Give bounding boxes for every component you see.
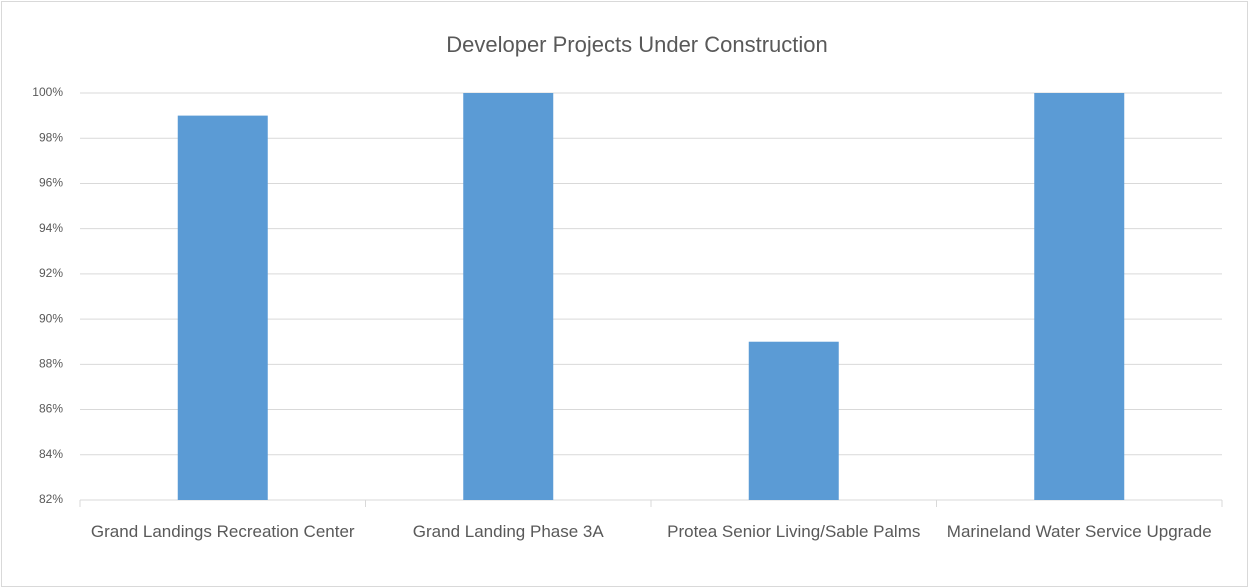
- y-tick-label: 94%: [39, 221, 63, 235]
- bar: [463, 93, 554, 500]
- y-tick-label: 98%: [39, 130, 63, 144]
- bar: [748, 341, 839, 500]
- y-tick-label: 82%: [39, 492, 63, 506]
- y-tick-label: 90%: [39, 311, 63, 325]
- x-tick-label: Grand Landings Recreation Center: [90, 522, 355, 541]
- x-tick-label: Grand Landing Phase 3A: [412, 522, 604, 541]
- y-tick-label: 88%: [39, 357, 63, 371]
- y-tick-label: 92%: [39, 266, 63, 280]
- y-tick-label: 86%: [39, 402, 63, 416]
- x-tick-label: Marineland Water Service Upgrade: [946, 522, 1212, 541]
- y-tick-label: 100%: [32, 85, 63, 99]
- bar: [1034, 93, 1125, 500]
- bar: [177, 115, 268, 500]
- x-tick-label: Protea Senior Living/Sable Palms: [667, 522, 921, 541]
- chart-title: Developer Projects Under Construction: [446, 32, 828, 57]
- y-tick-label: 96%: [39, 176, 63, 190]
- y-tick-label: 84%: [39, 447, 63, 461]
